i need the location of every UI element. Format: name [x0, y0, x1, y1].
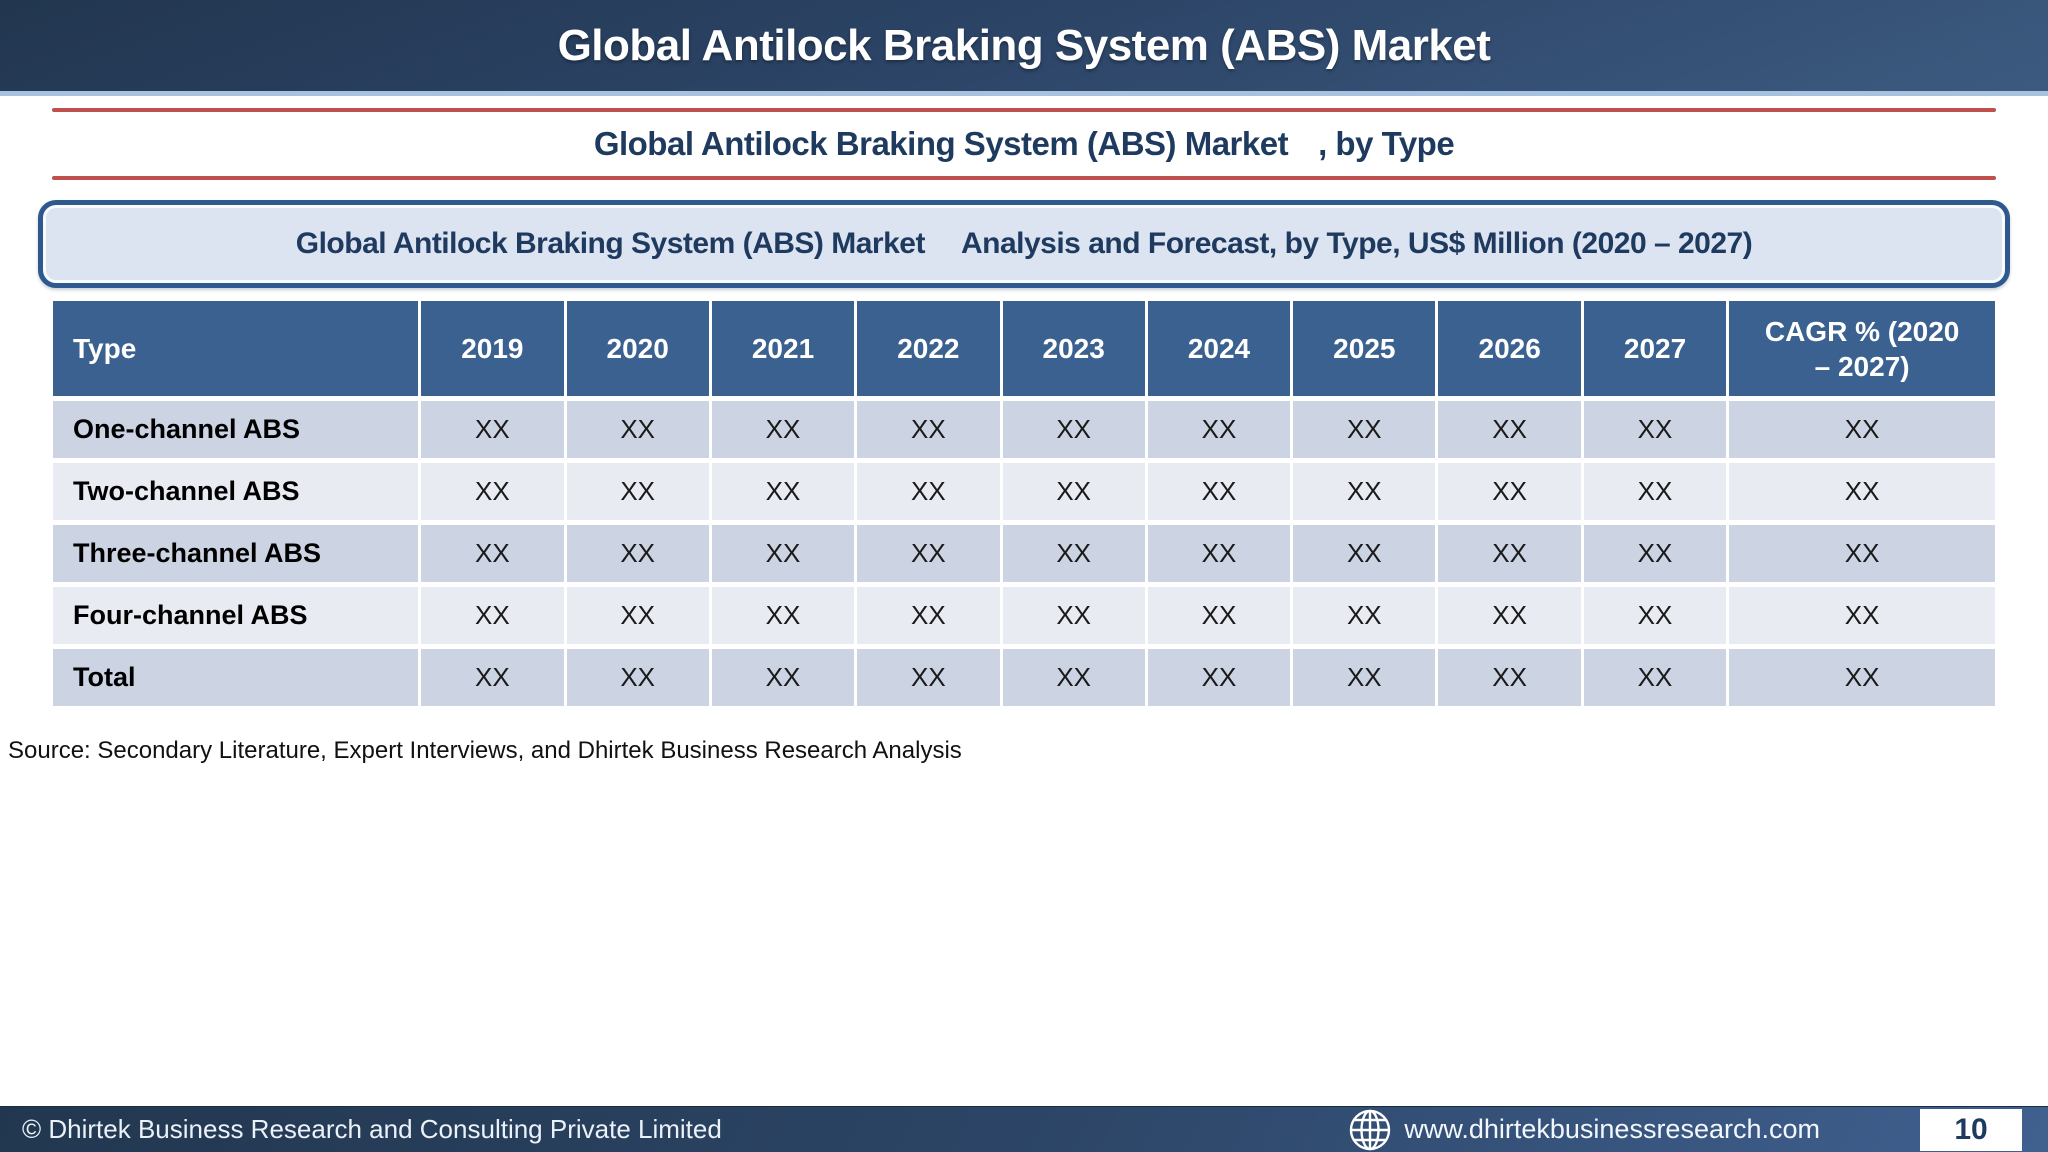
table-cell: XX — [857, 401, 1000, 458]
table-row: Three-channel ABS XX XX XX XX XX XX XX XX XX XX — [53, 525, 1995, 582]
table-cell: XX — [421, 463, 564, 520]
table-cell: XX — [1293, 649, 1436, 706]
table-cell: XX — [1147, 401, 1291, 458]
table-cell: XX — [1583, 525, 1727, 582]
page-number: 10 — [1954, 1112, 1988, 1146]
column-header-type: Type — [53, 301, 419, 396]
table-cell: XX — [1147, 649, 1291, 706]
table-cell: XX — [1293, 587, 1436, 644]
table-cell: XX — [1438, 587, 1581, 644]
red-divider-bottom — [52, 176, 1996, 180]
row-label: Four-channel ABS — [53, 587, 419, 644]
footer-bar: © Dhirtek Business Research and Consulti… — [0, 1106, 2048, 1152]
table-cell: XX — [1583, 463, 1727, 520]
table-cell: XX — [857, 587, 1000, 644]
table-cell: XX — [1729, 587, 1995, 644]
table-cell: XX — [421, 525, 564, 582]
column-header-year: 2020 — [566, 301, 709, 396]
table-cell: XX — [1438, 463, 1581, 520]
slide-title-bar: Global Antilock Braking System (ABS) Mar… — [0, 0, 2048, 96]
table-cell: XX — [566, 587, 709, 644]
table-cell: XX — [1438, 525, 1581, 582]
table-cell: XX — [1002, 401, 1145, 458]
table-cell: XX — [711, 649, 855, 706]
row-label: Three-channel ABS — [53, 525, 419, 582]
footer-website-group[interactable]: www.dhirtekbusinessresearch.com — [1348, 1108, 1820, 1152]
table-body: One-channel ABS XX XX XX XX XX XX XX XX XX XX Two-c… — [53, 401, 1995, 706]
table-cell: XX — [1293, 401, 1436, 458]
table-cell: XX — [1147, 525, 1291, 582]
table-cell: XX — [566, 463, 709, 520]
table-cell: XX — [711, 463, 855, 520]
column-header-year: 2025 — [1293, 301, 1436, 396]
table-cell: XX — [1147, 587, 1291, 644]
table-row: Two-channel ABS XX XX XX XX XX XX XX XX XX XX — [53, 463, 1995, 520]
source-note: Source: Secondary Literature, Expert Int… — [8, 737, 962, 764]
table-cell: XX — [1729, 525, 1995, 582]
row-label: Total — [53, 649, 419, 706]
table-row: One-channel ABS XX XX XX XX XX XX XX XX XX XX — [53, 401, 1995, 458]
globe-icon — [1350, 1109, 1391, 1150]
subtitle-market-text: Global Antilock Braking System (ABS) Mar… — [593, 125, 1289, 162]
column-header-year: 2027 — [1583, 301, 1727, 396]
table-cell: XX — [1729, 401, 1995, 458]
table-caption-banner: Global Antilock Braking System (ABS) Mar… — [38, 200, 2010, 288]
column-header-year: 2024 — [1147, 301, 1291, 396]
footer-copyright: © Dhirtek Business Research and Consulti… — [22, 1114, 722, 1144]
column-header-cagr: CAGR % (2020 – 2027) — [1729, 301, 1995, 396]
table-row: Four-channel ABS XX XX XX XX XX XX XX XX XX XX — [53, 587, 1995, 644]
table-cell: XX — [711, 401, 855, 458]
banner-suffix-text: Analysis and Forecast, by Type, US$ Mill… — [960, 227, 1753, 260]
table-row: Total XX XX XX XX XX XX XX XX XX XX — [53, 649, 1995, 706]
column-header-year: 2023 — [1002, 301, 1145, 396]
column-header-year: 2022 — [857, 301, 1000, 396]
table-cell: XX — [711, 587, 855, 644]
table-header-row: Type 2019 2020 2021 2022 2023 2024 2025 2026 2027… — [53, 301, 1995, 396]
footer-website-url[interactable]: www.dhirtekbusinessresearch.com — [1404, 1114, 1820, 1144]
subtitle-suffix-text: , by Type — [1318, 125, 1455, 162]
page-number-box: 10 — [1920, 1108, 2022, 1151]
table-cell: XX — [1438, 649, 1581, 706]
banner-market-text: Global Antilock Braking System (ABS) Mar… — [295, 227, 926, 260]
table-cell: XX — [1002, 525, 1145, 582]
table-cell: XX — [1293, 525, 1436, 582]
row-label: One-channel ABS — [53, 401, 419, 458]
column-header-year: 2021 — [711, 301, 855, 396]
table-cell: XX — [1583, 649, 1727, 706]
table-cell: XX — [857, 649, 1000, 706]
table-cell: XX — [421, 587, 564, 644]
red-divider-top — [52, 108, 1996, 112]
section-subtitle: Global Antilock Braking System (ABS) Mar… — [52, 112, 1996, 176]
table-cell: XX — [1002, 649, 1145, 706]
table-cell: XX — [1729, 649, 1995, 706]
column-header-year: 2026 — [1438, 301, 1581, 396]
table-cell: XX — [1002, 463, 1145, 520]
table-cell: XX — [1147, 463, 1291, 520]
table-cell: XX — [566, 649, 709, 706]
table-cell: XX — [1293, 463, 1436, 520]
table-cell: XX — [857, 463, 1000, 520]
table-cell: XX — [711, 525, 855, 582]
table-cell: XX — [857, 525, 1000, 582]
table-cell: XX — [1002, 587, 1145, 644]
subtitle-block: Global Antilock Braking System (ABS) Mar… — [0, 108, 2048, 180]
table-cell: XX — [1438, 401, 1581, 458]
table-cell: XX — [1583, 401, 1727, 458]
table-cell: XX — [566, 525, 709, 582]
table-cell: XX — [566, 401, 709, 458]
table-cell: XX — [1583, 587, 1727, 644]
table-cell: XX — [421, 401, 564, 458]
table-cell: XX — [421, 649, 564, 706]
market-forecast-table: Type 2019 2020 2021 2022 2023 2024 2025 2026 2027… — [50, 296, 1998, 711]
slide-title: Global Antilock Braking System (ABS) Mar… — [557, 20, 1491, 70]
row-label: Two-channel ABS — [53, 463, 419, 520]
table-cell: XX — [1729, 463, 1995, 520]
column-header-year: 2019 — [421, 301, 564, 396]
table-head: Type 2019 2020 2021 2022 2023 2024 2025 2026 2027… — [53, 301, 1995, 396]
